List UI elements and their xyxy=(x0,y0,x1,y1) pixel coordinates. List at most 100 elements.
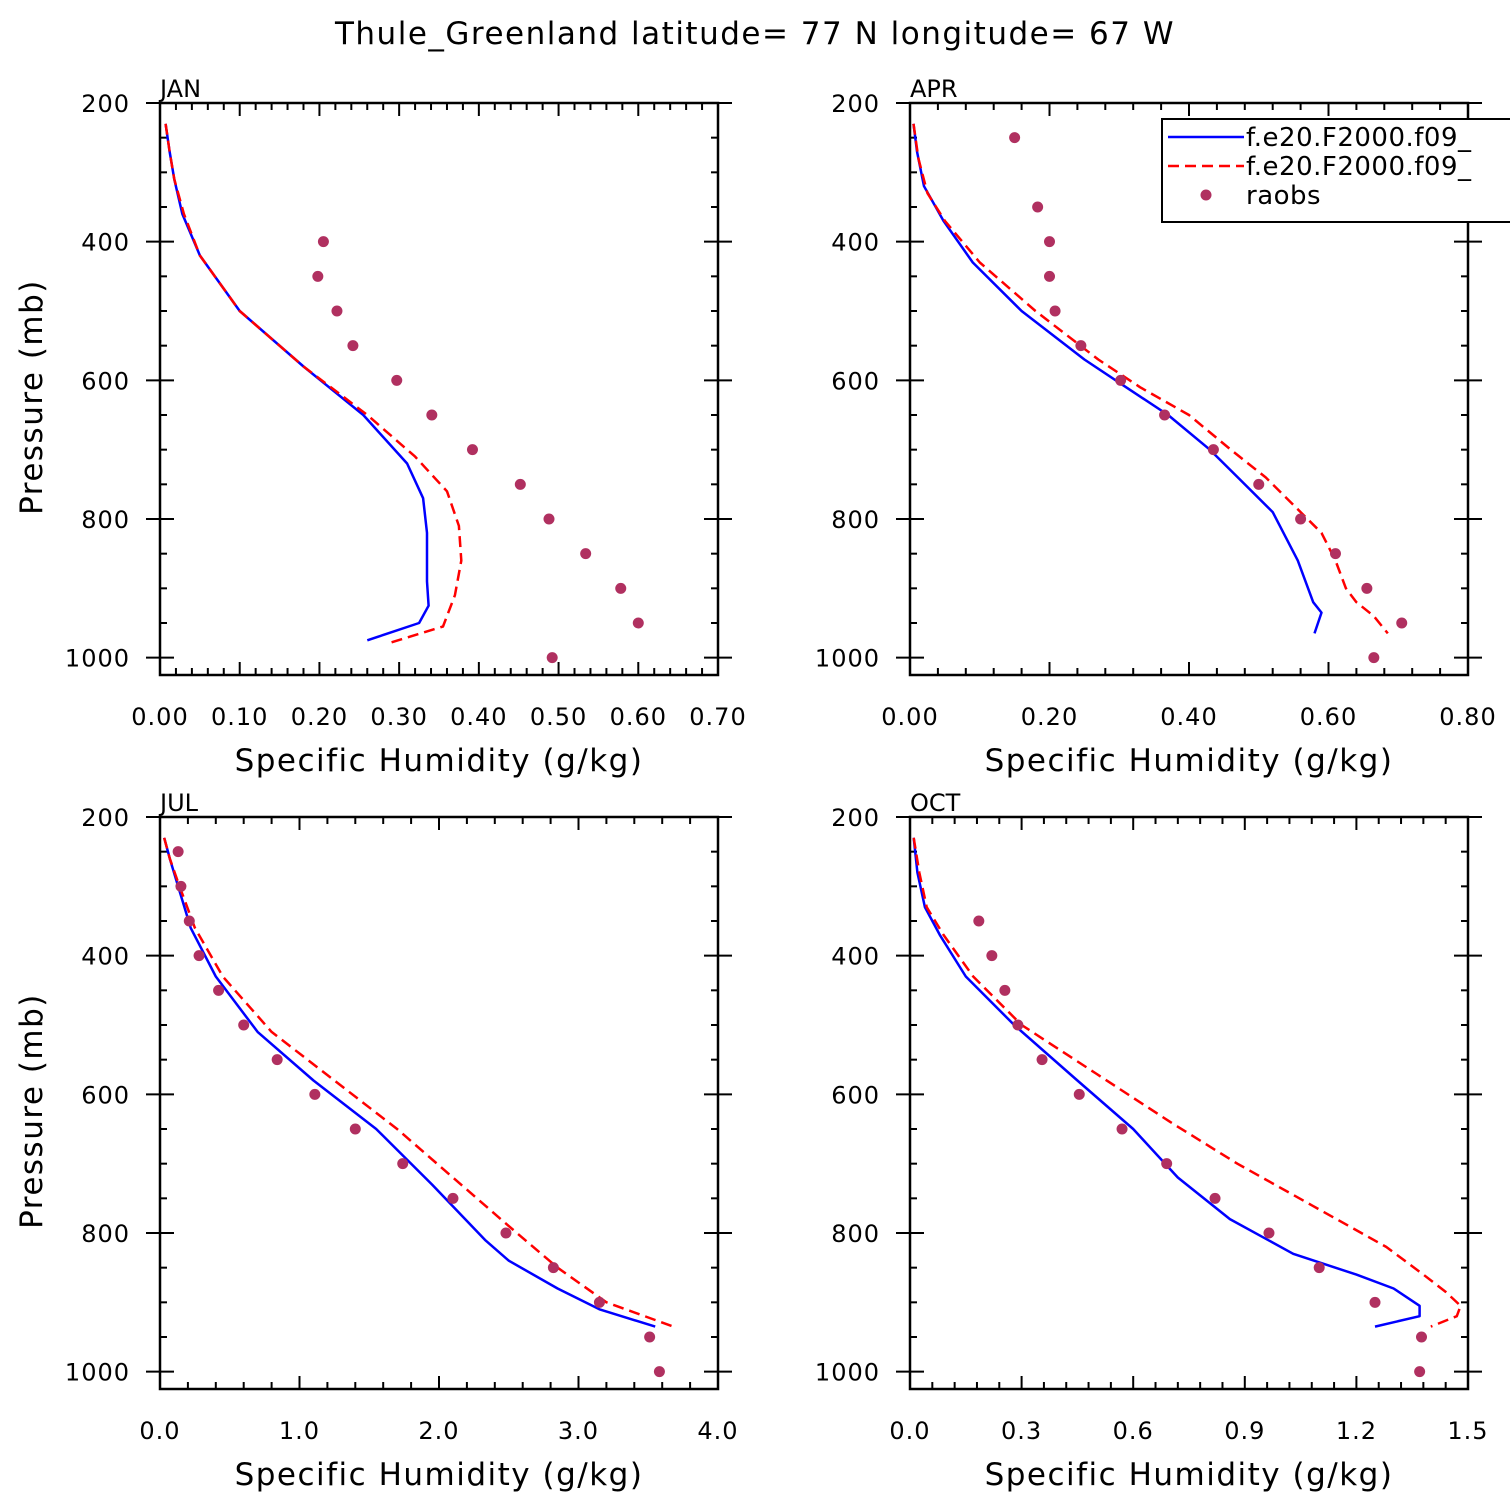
raobs-point xyxy=(213,984,225,996)
x-tick-label: 0.80 xyxy=(1439,703,1496,731)
x-axis-title: Specific Humidity (g/kg) xyxy=(985,1457,1394,1493)
raobs-point xyxy=(238,1019,250,1031)
series-line-dashed xyxy=(912,123,1389,635)
legend-marker-dot xyxy=(1200,189,1212,201)
x-tick-label: 0.40 xyxy=(450,703,507,731)
raobs-point xyxy=(1369,1296,1381,1308)
panels: 0.00 0.10 0.20 0.30 0.40 0.50 0.60 0.70 200 400 60… xyxy=(14,75,1496,1493)
x-tick-label: 0.00 xyxy=(881,703,938,731)
raobs-point xyxy=(514,478,526,490)
legend-label: f.e20.F2000.f09_ xyxy=(1246,152,1472,182)
raobs-point xyxy=(1036,1054,1048,1066)
raobs-point xyxy=(986,950,998,962)
raobs-point xyxy=(317,236,329,248)
y-tick-label: 1000 xyxy=(815,1359,880,1387)
raobs-point xyxy=(397,1158,409,1170)
x-tick-label: 0.0 xyxy=(139,1417,180,1445)
x-tick-label: 0.9 xyxy=(1224,1417,1265,1445)
y-tick-label: 800 xyxy=(831,506,880,534)
raobs-point xyxy=(615,582,627,594)
raobs-point xyxy=(1049,305,1061,317)
x-tick-label: 1.0 xyxy=(279,1417,320,1445)
x-tick-label: 0.20 xyxy=(291,703,348,731)
raobs-point xyxy=(543,513,555,525)
y-tick-label: 600 xyxy=(831,1081,880,1109)
raobs-point xyxy=(653,1366,665,1378)
raobs-point xyxy=(309,1088,321,1100)
raobs-point xyxy=(1416,1331,1427,1343)
y-tick-label: 800 xyxy=(831,1220,880,1248)
raobs-point xyxy=(347,340,359,352)
y-axis-title: Pressure (mb) xyxy=(14,993,50,1229)
raobs-point xyxy=(1207,444,1219,456)
y-tick-label: 400 xyxy=(81,229,130,257)
raobs-point xyxy=(1044,270,1055,282)
x-tick-label: 0.60 xyxy=(610,703,667,731)
raobs-point xyxy=(1116,1123,1128,1135)
raobs-point xyxy=(500,1227,512,1239)
series-line-dashed xyxy=(162,837,674,1328)
raobs-point xyxy=(1073,1088,1085,1100)
series-line-solid xyxy=(164,123,430,642)
raobs-point xyxy=(644,1331,656,1343)
x-tick-label: 0.6 xyxy=(1113,1417,1154,1445)
raobs-point xyxy=(1161,1158,1173,1170)
plot-frame xyxy=(908,815,1470,1391)
y-tick-label: 1000 xyxy=(815,645,880,673)
raobs-point xyxy=(546,652,558,664)
y-tick-label: 1000 xyxy=(65,645,130,673)
figure-title: Thule_Greenland latitude= 77 N longitude… xyxy=(334,16,1175,52)
raobs-point xyxy=(1115,374,1127,386)
raobs-point xyxy=(1032,201,1044,213)
raobs-point xyxy=(391,374,403,386)
y-tick-label: 400 xyxy=(831,943,880,971)
panel-label: JAN xyxy=(158,75,201,103)
raobs-point xyxy=(580,548,592,560)
y-tick-label: 200 xyxy=(831,90,880,118)
legend-label: f.e20.F2000.f09_ xyxy=(1246,123,1472,153)
y-tick-label: 200 xyxy=(81,804,130,832)
y-tick-label: 600 xyxy=(81,1081,130,1109)
x-tick-label: 0.30 xyxy=(370,703,427,731)
panel-oct: 0.0 0.3 0.6 0.9 1.2 1.5 200 400 600 800 1000 OCT Spe… xyxy=(815,789,1488,1493)
x-tick-label: 0.3 xyxy=(1001,1417,1042,1445)
y-tick-label: 400 xyxy=(831,229,880,257)
y-tick-label: 1000 xyxy=(65,1359,130,1387)
raobs-point xyxy=(426,409,438,421)
raobs-point xyxy=(172,846,184,858)
raobs-point xyxy=(1263,1227,1275,1239)
x-tick-label: 0.70 xyxy=(689,703,746,731)
y-tick-label: 800 xyxy=(81,506,130,534)
raobs-point xyxy=(1396,617,1408,629)
plot-frame xyxy=(158,101,720,677)
series-line-solid xyxy=(912,123,1323,634)
raobs-point xyxy=(632,617,644,629)
panel-apr: 0.00 0.20 0.40 0.60 0.80 200 400 600 800 1000 APR S… xyxy=(815,75,1496,779)
x-tick-label: 0.50 xyxy=(530,703,587,731)
x-tick-label: 0.40 xyxy=(1160,703,1217,731)
raobs-point xyxy=(1009,132,1021,144)
raobs-point xyxy=(1414,1366,1426,1378)
x-tick-label: 0.20 xyxy=(1021,703,1078,731)
raobs-point xyxy=(1044,236,1055,248)
y-axis-title: Pressure (mb) xyxy=(14,279,50,515)
raobs-point xyxy=(1361,582,1373,594)
raobs-point xyxy=(1209,1192,1221,1204)
panel-jan: 0.00 0.10 0.20 0.30 0.40 0.50 0.60 0.70 200 400 60… xyxy=(14,75,746,779)
raobs-point xyxy=(466,444,478,456)
x-tick-label: 0.00 xyxy=(131,703,188,731)
legend: f.e20.F2000.f09_f.e20.F2000.f09_raobs xyxy=(1161,118,1510,223)
raobs-point xyxy=(331,305,343,317)
y-tick-label: 600 xyxy=(831,367,880,395)
raobs-point xyxy=(1159,409,1171,421)
series-line-solid xyxy=(162,837,656,1328)
series-line-dashed xyxy=(912,837,1462,1328)
x-tick-label: 2.0 xyxy=(418,1417,459,1445)
x-tick-label: 0.60 xyxy=(1300,703,1357,731)
series-line-dashed xyxy=(164,123,463,644)
raobs-point xyxy=(312,270,324,282)
series-line-solid xyxy=(912,837,1421,1328)
y-tick-label: 600 xyxy=(81,367,130,395)
x-axis-title: Specific Humidity (g/kg) xyxy=(235,1457,644,1493)
